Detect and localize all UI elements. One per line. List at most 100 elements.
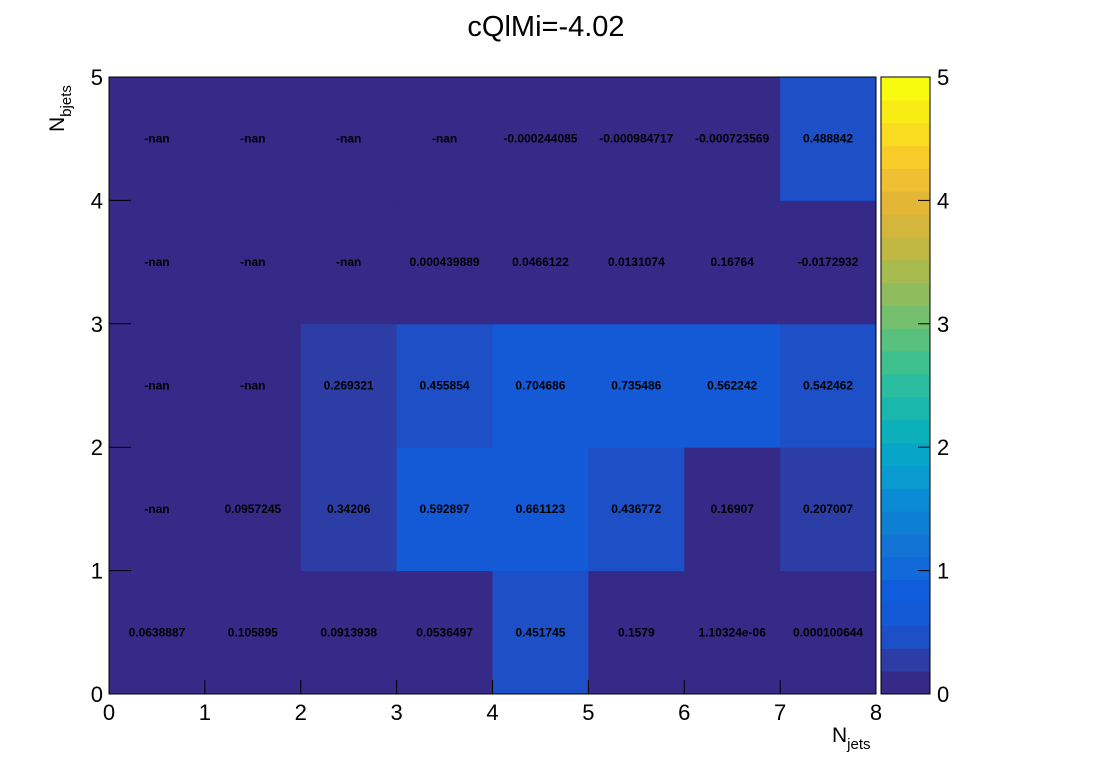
colorbar-segment [881, 396, 930, 421]
colorbar-segment [881, 442, 930, 466]
cell-value-label: -nan [240, 379, 265, 393]
heatmap-cell [780, 200, 877, 325]
colorbar-tick-label: 0 [937, 682, 949, 707]
colorbar-segment [881, 374, 930, 398]
colorbar-segment [881, 625, 930, 649]
heatmap-cell [396, 77, 493, 201]
colorbar-segment [881, 351, 930, 375]
heatmap-cell [780, 570, 877, 695]
x-axis-label-main: N [832, 724, 847, 747]
heatmap-cell [684, 323, 781, 448]
colorbar-segment [881, 145, 930, 169]
cell-value-label: -nan [240, 255, 265, 269]
cell-value-label: 0.269321 [324, 379, 374, 393]
cell-value-label: 0.0536497 [416, 625, 473, 639]
heatmap-cell [300, 570, 398, 695]
heatmap-cell [780, 77, 877, 201]
cell-value-label: 0.0131074 [608, 255, 665, 269]
cell-value-label: 0.0913938 [320, 625, 377, 639]
cell-value-label: 1.10324e-06 [698, 625, 766, 639]
heatmap-cell [684, 447, 781, 572]
y-tick-label: 2 [91, 435, 103, 460]
cell-value-label: -nan [144, 132, 169, 146]
cell-value-label: -0.0172932 [798, 255, 859, 269]
x-tick-label: 7 [774, 700, 786, 725]
heatmap-cell [780, 323, 877, 448]
heatmap-cell [588, 447, 685, 572]
y-tick-label: 0 [91, 682, 103, 707]
x-tick-label: 3 [391, 700, 403, 725]
y-axis-label-sub: bjets [58, 85, 75, 117]
heatmap-cells [109, 77, 877, 695]
cell-value-label: 0.34206 [327, 502, 371, 516]
cell-value-label: 0.0466122 [512, 255, 569, 269]
cell-value-label: 0.542462 [803, 379, 853, 393]
x-tick-label: 6 [678, 700, 690, 725]
colorbar-segment [881, 168, 930, 192]
heatmap-cell [588, 570, 685, 695]
cell-value-label: 0.704686 [515, 379, 565, 393]
colorbar: 0 1 2 3 4 5 [880, 65, 949, 707]
x-tick-label: 0 [103, 700, 115, 725]
heatmap-cell [588, 323, 685, 448]
x-axis: 0 1 2 3 4 5 6 7 8 [103, 680, 882, 725]
heatmap-cell [492, 570, 589, 695]
heatmap-cell [300, 77, 398, 201]
cell-labels: 0.0638887 0.105895 0.0913938 0.0536497 0.451… [129, 132, 864, 640]
heatmap-cell [492, 77, 589, 201]
colorbar-tick-label: 5 [937, 65, 949, 90]
colorbar-segment [881, 465, 930, 489]
heatmap-cell [396, 323, 493, 448]
colorbar-segment [881, 282, 930, 307]
colorbar-segment [881, 122, 930, 147]
heatmap-cell [109, 323, 206, 448]
heatmap-cell [204, 323, 302, 448]
x-tick-label: 2 [295, 700, 307, 725]
heatmap-cell [204, 200, 302, 325]
y-tick-label: 1 [91, 559, 103, 584]
heatmap-cell [492, 447, 589, 572]
cell-value-label: 0.000100644 [793, 625, 863, 639]
x-axis-label: Njets [832, 724, 871, 753]
heatmap-cell [300, 323, 398, 448]
chart-title: cQlMi=-4.02 [467, 11, 624, 43]
colorbar-segment [881, 77, 930, 101]
heatmap-cell [492, 200, 589, 325]
colorbar-tick-label: 4 [937, 188, 949, 213]
heatmap-cell [684, 200, 781, 325]
cell-value-label: 0.16764 [710, 255, 754, 269]
colorbar-segment [881, 579, 930, 604]
colorbar-tick-label: 2 [937, 435, 949, 460]
colorbar-segment [881, 511, 930, 535]
heatmap-cell [204, 77, 302, 201]
cell-value-label: -nan [144, 502, 169, 516]
heatmap-cell [300, 447, 398, 572]
colorbar-segment [881, 305, 930, 329]
colorbar-segment [881, 328, 930, 352]
y-axis: 0 1 2 3 4 5 [91, 65, 131, 707]
cell-value-label: -nan [432, 132, 457, 146]
y-axis-label: Nbjets [46, 85, 75, 132]
colorbar-segment [881, 648, 930, 672]
colorbar-tick-label: 3 [937, 312, 949, 337]
cell-value-label: 0.0638887 [129, 625, 186, 639]
colorbar-segment [881, 671, 930, 695]
cell-value-label: 0.488842 [803, 132, 853, 146]
colorbar-segment [881, 191, 930, 215]
cell-value-label: 0.562242 [707, 379, 757, 393]
heatmap-cell [396, 447, 493, 572]
x-tick-label: 5 [582, 700, 594, 725]
heatmap-cell [684, 77, 781, 201]
heatmap-cell [109, 570, 206, 695]
heatmap-cell [204, 570, 302, 695]
x-tick-label: 1 [199, 700, 211, 725]
heatmap-cell [109, 447, 206, 572]
y-axis-label-main: N [46, 117, 69, 132]
heatmap-cell [396, 200, 493, 325]
heatmap-cell [780, 447, 877, 572]
heatmap-cell [204, 447, 302, 572]
heatmap-cell [109, 200, 206, 325]
colorbar-segment [881, 214, 930, 238]
heatmap-cell [492, 323, 589, 448]
cell-value-label: -nan [336, 255, 361, 269]
